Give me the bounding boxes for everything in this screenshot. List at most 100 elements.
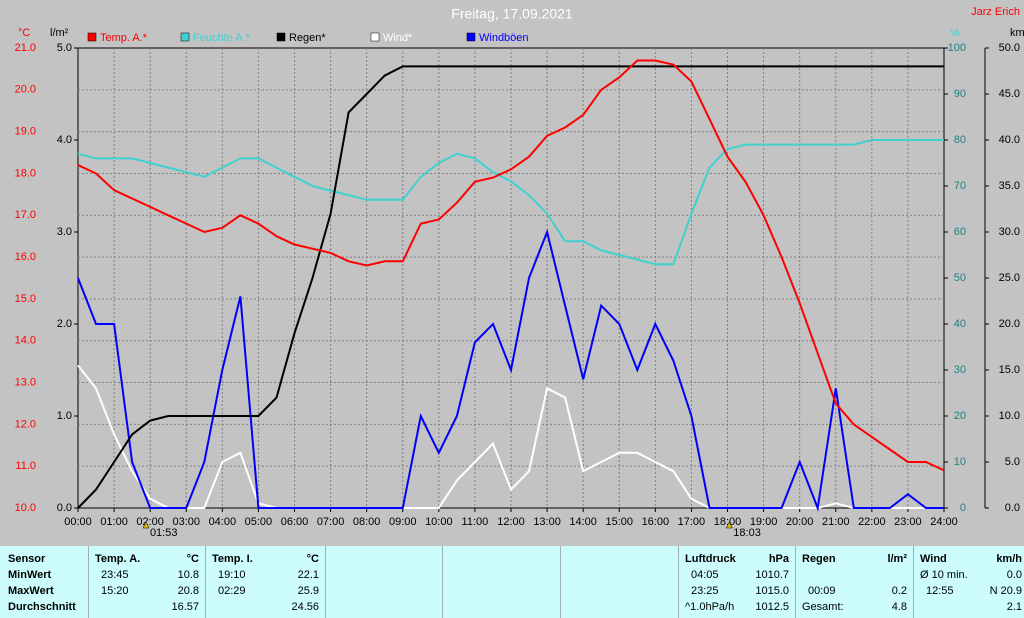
y3-tick-label: 20: [954, 410, 966, 422]
y3-tick-label: 50: [954, 272, 966, 284]
x-tick-label: 12:00: [497, 516, 525, 528]
y2-unit: l/m²: [50, 27, 69, 39]
cell: 1010.7: [755, 569, 789, 581]
x-tick-label: 13:00: [533, 516, 561, 528]
y-tick-label: 11.0: [15, 460, 36, 472]
y4-tick-label: 20.0: [999, 318, 1020, 330]
x-tick-label: 02:00: [136, 516, 164, 528]
y3-tick-label: 80: [954, 134, 966, 146]
cell: N 20.9: [989, 585, 1022, 597]
y2-tick-label: 1.0: [57, 410, 72, 422]
y3-tick-label: 10: [954, 456, 966, 468]
y-tick-label: 12.0: [15, 418, 36, 430]
cell: MinWert: [8, 569, 52, 581]
y-tick-label: 21.0: [15, 42, 36, 54]
legend-label: Wind*: [383, 32, 413, 44]
cell: 25.9: [297, 585, 319, 597]
cell: 1015.0: [755, 585, 789, 597]
x-tick-label: 08:00: [353, 516, 381, 528]
rain-column: Regen l/m² 00:09 0.2 Gesamt: 4.8: [795, 546, 913, 618]
annotation-marker: [142, 521, 150, 529]
x-tick-label: 16:00: [642, 516, 670, 528]
author: Jarz Erich: [971, 6, 1020, 18]
x-tick-label: 24:00: [930, 516, 958, 528]
label-column: Sensor MinWert MaxWert Durchschnitt: [0, 546, 88, 618]
cell: 23:25: [691, 585, 719, 597]
y4-tick-label: 30.0: [999, 226, 1020, 238]
annotation-label: 01:53: [150, 527, 178, 539]
cell: ^1.0hPa/h: [685, 601, 735, 613]
cell: 15:20: [101, 585, 129, 597]
y-tick-label: 10.0: [15, 502, 36, 514]
empty-column: [560, 546, 678, 618]
cell: 22.1: [297, 569, 319, 581]
cell: Temp. I.: [212, 553, 253, 565]
x-tick-label: 11:00: [462, 516, 489, 528]
y2-tick-label: 4.0: [57, 134, 72, 146]
cell: 02:29: [218, 585, 246, 597]
y4-unit: km/h: [1010, 27, 1024, 39]
y-tick-label: 17.0: [15, 209, 36, 221]
y2-tick-label: 3.0: [57, 226, 72, 238]
chart-title: Freitag, 17.09.2021: [451, 6, 573, 22]
temp-a-column: Temp. A. °C 23:45 10.8 15:20 20.8 16.57: [88, 546, 205, 618]
y3-tick-label: 100: [948, 42, 966, 54]
legend-swatch: [180, 32, 190, 42]
y4-tick-label: 35.0: [999, 180, 1020, 192]
x-tick-label: 21:00: [822, 516, 850, 528]
y4-tick-label: 25.0: [999, 272, 1020, 284]
cell: 0.2: [891, 585, 907, 597]
series-line: [77, 59, 945, 472]
x-tick-label: 09:00: [389, 516, 417, 528]
cell: 19:10: [218, 569, 246, 581]
cell: 1012.5: [755, 601, 789, 613]
legend-label: Windböen: [479, 32, 529, 44]
y3-tick-label: 30: [954, 364, 966, 376]
cell: Wind: [920, 553, 947, 565]
annotation-marker: [725, 521, 733, 529]
series-line: [77, 139, 944, 266]
y2-tick-label: 5.0: [57, 42, 72, 54]
cell: Luftdruck: [685, 553, 736, 565]
annotation-label: 18:03: [733, 527, 761, 539]
y4-tick-label: 50.0: [999, 42, 1020, 54]
cell: hPa: [768, 553, 789, 565]
x-tick-label: 00:00: [64, 516, 92, 528]
series-line: [77, 364, 944, 509]
y-tick-label: 16.0: [15, 251, 36, 263]
y3-tick-label: 40: [954, 318, 966, 330]
cell: MaxWert: [8, 585, 54, 597]
x-tick-label: 07:00: [317, 516, 345, 528]
y-tick-label: 18.0: [15, 167, 36, 179]
wind-column: Wind km/h Ø 10 min. 0.0 12:55 N 20.9 2.1: [913, 546, 1024, 618]
legend-swatch: [370, 32, 380, 42]
y2-tick-label: 2.0: [57, 318, 72, 330]
y2-tick-label: 0.0: [57, 502, 72, 514]
cell: 24.56: [291, 601, 319, 613]
x-tick-label: 03:00: [172, 516, 200, 528]
y4-tick-label: 15.0: [999, 364, 1020, 376]
legend-swatch: [87, 32, 97, 42]
y3-tick-label: 0: [960, 502, 966, 514]
x-tick-label: 18:00: [714, 516, 742, 528]
y3-tick-label: 70: [954, 180, 966, 192]
series-line: [77, 65, 944, 509]
x-tick-label: 15:00: [605, 516, 633, 528]
y-tick-label: 14.0: [15, 335, 36, 347]
x-tick-label: 19:00: [750, 516, 778, 528]
y3-tick-label: 60: [954, 226, 966, 238]
series-line: [77, 228, 944, 512]
cell: 0.0: [1006, 569, 1022, 581]
legend-label: Temp. A.*: [100, 32, 148, 44]
legend-swatch: [466, 32, 476, 42]
cell: l/m²: [887, 553, 907, 565]
x-tick-label: 23:00: [894, 516, 922, 528]
legend-swatch: [276, 32, 286, 42]
summary-table: Sensor MinWert MaxWert Durchschnitt Temp…: [0, 546, 1024, 618]
cell: 4.8: [891, 601, 907, 613]
x-tick-label: 10:00: [425, 516, 453, 528]
legend-label: Feuchte A.*: [193, 32, 251, 44]
chart: Freitag, 17.09.2021 Jarz Erich °C l/m² %…: [15, 6, 1024, 539]
cell: 23:45: [101, 569, 129, 581]
